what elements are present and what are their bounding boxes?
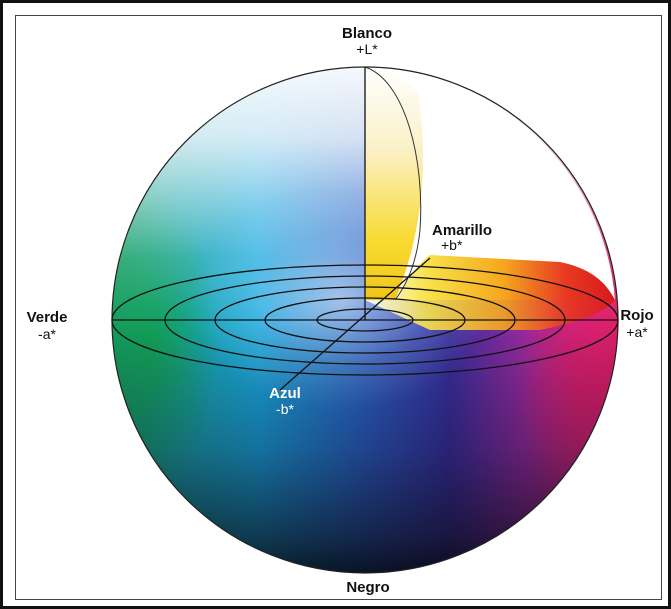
- axes: [112, 67, 618, 391]
- label-negro: Negro: [346, 579, 389, 596]
- label-plus-a: +a*: [626, 324, 648, 340]
- label-minus-a: -a*: [38, 326, 56, 342]
- label-plus-l: +L*: [356, 41, 378, 57]
- label-rojo: Rojo: [620, 307, 653, 324]
- label-verde: Verde: [27, 309, 68, 326]
- label-blanco: Blanco: [342, 25, 392, 42]
- label-plus-b: +b*: [441, 237, 463, 253]
- b-axis-line: [279, 257, 431, 391]
- label-minus-b: -b*: [276, 401, 294, 417]
- inner-frame: [15, 15, 662, 600]
- cutaway-void: [365, 67, 615, 300]
- label-amarillo: Amarillo: [432, 222, 492, 239]
- label-azul: Azul: [269, 385, 301, 402]
- axis-labels: Blanco +L* Amarillo +b* Verde -a* Rojo +…: [27, 25, 654, 596]
